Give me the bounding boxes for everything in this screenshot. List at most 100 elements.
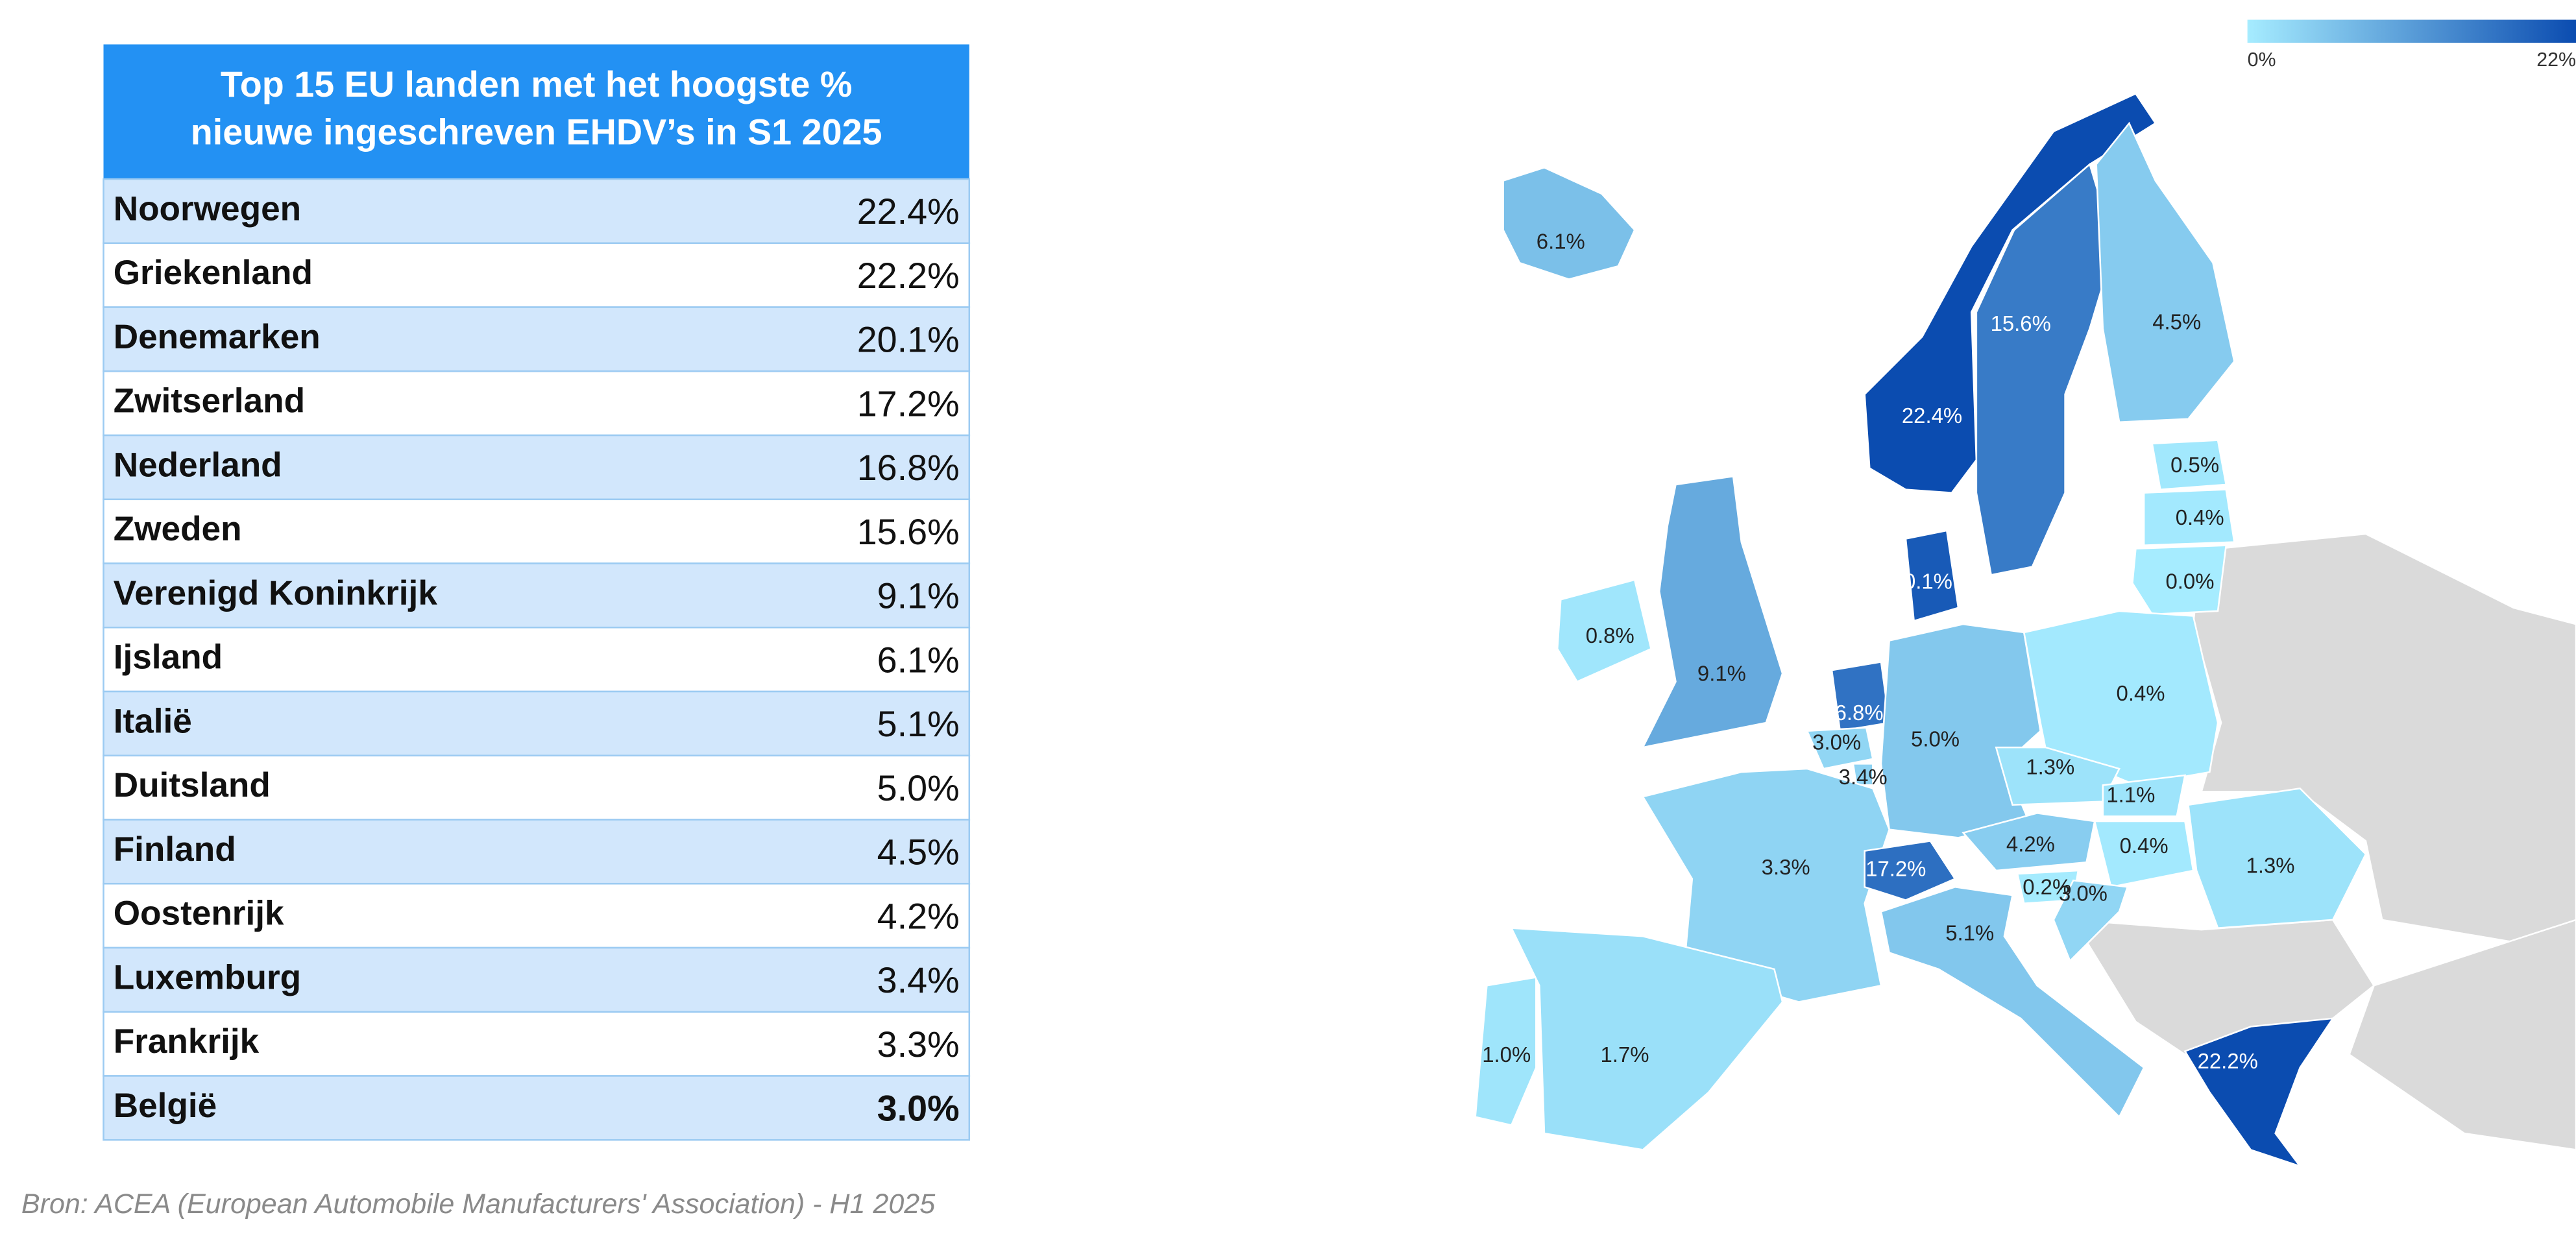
country-name: Ijsland [114, 638, 223, 677]
country-region [1474, 976, 1537, 1126]
country-no-data [2192, 533, 2576, 954]
region-label: 0.5% [2170, 453, 2219, 477]
country-value: 9.1% [877, 576, 960, 616]
country-region [1641, 767, 1891, 1003]
country-region [1556, 579, 1653, 683]
region-label: 1.0% [1482, 1042, 1531, 1066]
country-value: 15.6% [857, 512, 960, 552]
country-region [2151, 439, 2228, 490]
region-label: 0.4% [2176, 505, 2224, 529]
country-region [1880, 623, 2041, 839]
legend: 0% 22% [2248, 49, 2576, 71]
legend-bar [2247, 19, 2576, 43]
country-value: 4.5% [877, 832, 960, 873]
country-region [2095, 121, 2235, 424]
table-row [103, 1075, 971, 1141]
country-region [2102, 774, 2186, 817]
table-row [103, 690, 971, 757]
country-region [1975, 163, 2115, 576]
country-value: 6.1% [877, 640, 960, 680]
country-no-data [2071, 919, 2376, 1055]
region-label: 5.1% [1945, 921, 1994, 945]
region-label: 3.0% [1812, 730, 1861, 754]
country-region [2093, 820, 2194, 888]
country-value: 16.8% [857, 448, 960, 488]
country-region [1502, 166, 1636, 280]
table-row [103, 562, 971, 629]
region-label: 1.1% [2106, 783, 2155, 807]
country-value: 22.2% [857, 256, 960, 296]
region-label: 0.4% [2117, 681, 2165, 705]
country-value: 5.0% [877, 768, 960, 808]
country-name: Luxemburg [114, 958, 301, 996]
country-region [1962, 812, 2096, 872]
region-label: 15.6% [1991, 311, 2051, 335]
region-label: 3.3% [1762, 855, 1810, 879]
country-name: Griekenland [114, 254, 313, 292]
region-label: 3.0% [2059, 882, 2108, 906]
country-name: Verenigd Koninkrijk [114, 574, 438, 612]
table-title: Top 15 EU landen met het hoogste % [221, 64, 853, 104]
country-region [1641, 475, 1784, 749]
table-body: Noorwegen 22.4% Griekenland 22.2% Denemarken… [103, 178, 971, 1141]
map: 6.1% 22.4% 15.6% 4.5% 0.5% 0.4% 0.0% 20.1% 0.8% 9… [1474, 92, 2367, 1168]
region-label: 3.4% [1839, 765, 1888, 789]
country-name: Zweden [114, 510, 242, 548]
country-region [1852, 763, 1874, 786]
legend-label: 0% [2248, 49, 2276, 71]
table-title: nieuwe ingeschreven EHDV’s in S1 2025 [191, 112, 882, 152]
country-value: 20.1% [857, 320, 960, 360]
country-name: Italië [114, 702, 192, 740]
region-label: 22.2% [2198, 1049, 2258, 1073]
region-label: 22.4% [1902, 404, 1962, 428]
region-label: 17.2% [1865, 857, 1926, 881]
region-label: 0.8% [1586, 623, 1634, 647]
country-name: Nederland [114, 446, 282, 484]
table-row [103, 306, 971, 372]
table-row [103, 178, 971, 245]
legend-label: 22% [2536, 49, 2576, 71]
country-region [2143, 488, 2235, 546]
country-no-data [2348, 919, 2576, 1151]
country-name: Denemarken [114, 318, 321, 356]
country-value: 3.0% [877, 1089, 960, 1129]
region-label: 16.8% [1823, 701, 1883, 725]
country-region [2052, 879, 2129, 963]
country-name: Duitsland [114, 766, 271, 804]
country-value: 3.3% [877, 1024, 960, 1065]
table-row [103, 882, 971, 949]
region-label: 4.2% [2006, 832, 2055, 856]
table-row [103, 819, 971, 885]
source-note: Bron: ACEA (European Automobile Manufact… [21, 1188, 936, 1220]
table-row [103, 754, 971, 821]
region-label: 1.3% [2246, 854, 2295, 878]
country-value: 4.2% [877, 896, 960, 936]
country-region [1880, 886, 2145, 1118]
table-row [103, 1011, 971, 1077]
country-region [2187, 788, 2367, 929]
table-row [103, 242, 971, 308]
country-value: 5.1% [877, 704, 960, 744]
region-label: 4.5% [2152, 310, 2201, 334]
region-label: 0.0% [2165, 570, 2214, 594]
region-label: 0.2% [2023, 875, 2071, 899]
country-region [1904, 529, 1960, 622]
country-region [2183, 1017, 2335, 1168]
region-label: 0.4% [2120, 834, 2169, 858]
region-label: 5.0% [1911, 727, 1960, 751]
table-header [103, 44, 969, 180]
country-region [1864, 840, 1956, 901]
country-region [2132, 544, 2228, 616]
country-value: 3.4% [877, 960, 960, 1000]
table-row [103, 626, 971, 693]
country-name: Frankrijk [114, 1022, 260, 1061]
country-name: Zwitserland [114, 382, 305, 420]
country-value: 22.4% [857, 191, 960, 232]
region-label: 9.1% [1697, 661, 1746, 685]
country-name: Oostenrijk [114, 895, 284, 933]
country-value: 17.2% [857, 383, 960, 424]
country-name: Finland [114, 830, 236, 869]
country-region [1806, 727, 1874, 770]
country-name: Noorwegen [114, 189, 301, 228]
